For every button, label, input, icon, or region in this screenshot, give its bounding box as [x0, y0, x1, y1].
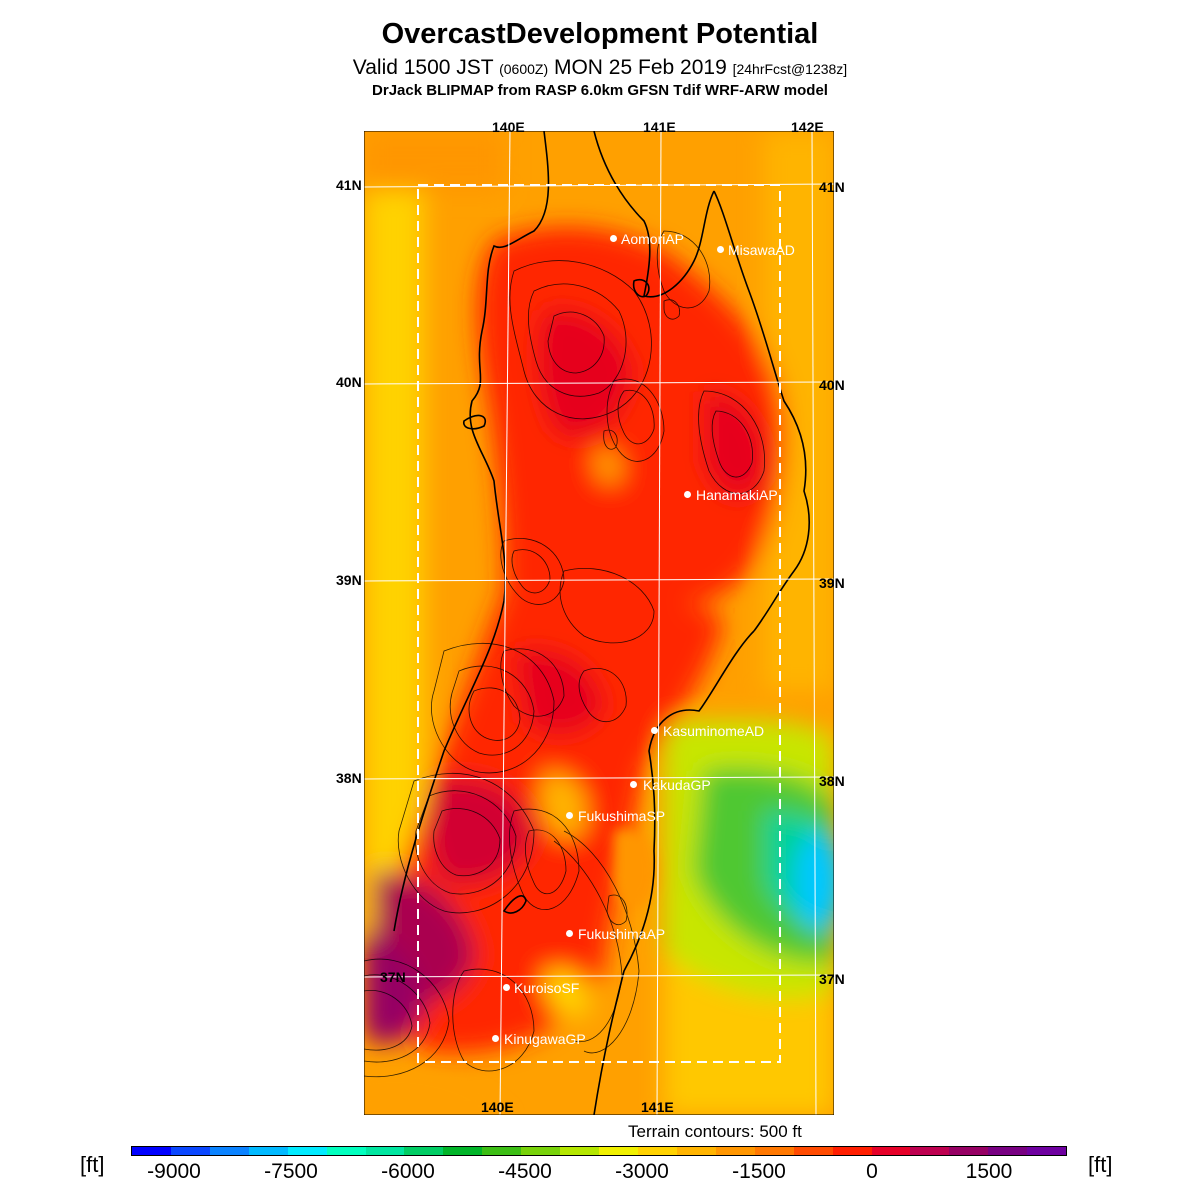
place-label-kasuminome: KasuminomeAD [663, 723, 765, 739]
color-scale-swatch [404, 1147, 444, 1155]
color-scale-swatch [637, 1147, 677, 1155]
map-panel: 140E 141E 142E 140E 141E 41N 40N 39N 38N… [336, 119, 845, 1115]
coastline [393, 131, 810, 1115]
color-scale-bar [131, 1146, 1067, 1156]
place-marker-kasuminome [651, 727, 658, 734]
color-scale-swatch [988, 1147, 1028, 1155]
model-line: DrJack BLIPMAP from RASP 6.0km GFSN Tdif… [372, 82, 828, 99]
map-title: OvercastDevelopment Potential [381, 18, 819, 50]
place-marker-kuroiso [503, 984, 510, 991]
lat-label-right: 37N [819, 971, 845, 987]
lat-label-left: 38N [336, 770, 362, 786]
place-label-kakuda: KakudaGP [643, 777, 711, 793]
color-scale-swatch [1027, 1147, 1067, 1155]
place-label-kinugawa: KinugawaGP [504, 1031, 586, 1047]
place-marker-fukushima-ap [566, 930, 573, 937]
legend-tick: 1500 [965, 1160, 1013, 1183]
place-label-fukushima-sp: FukushimaSP [578, 808, 666, 824]
map-subtitle: Valid 1500 JST (0600Z) MON 25 Feb 2019 [… [0, 56, 1200, 80]
color-scale-swatch [599, 1147, 638, 1155]
color-scale-swatch [832, 1147, 872, 1155]
graticule [364, 131, 834, 1115]
place-label-aomori: AomoriAP [621, 231, 685, 247]
color-scale-swatch [754, 1147, 794, 1155]
color-scale-swatch [132, 1147, 171, 1155]
valid-date: MON 25 Feb 2019 [553, 56, 727, 79]
lat-label-left: 40N [336, 374, 362, 390]
legend-tick: -9000 [147, 1160, 201, 1183]
legend-tick: -7500 [264, 1160, 318, 1183]
legend-unit-left: [ft] [80, 1152, 105, 1177]
lat-label-right: 39N [819, 575, 845, 591]
map-field [364, 131, 834, 1115]
color-scale-swatch [365, 1147, 405, 1155]
place-marker-misawa [717, 246, 724, 253]
utc-time: (0600Z) [499, 61, 549, 77]
place-label-fukushima-ap: FukushimaAP [578, 926, 666, 942]
place-marker-kinugawa [492, 1035, 499, 1042]
lat-label-left: 39N [336, 572, 362, 588]
color-scale-swatch [326, 1147, 366, 1155]
valid-time: Valid 1500 JST [352, 56, 494, 79]
color-scale-swatch [482, 1147, 522, 1155]
lat-label-right: 41N [819, 179, 845, 195]
color-scale-swatch [793, 1147, 833, 1155]
legend-tick: -1500 [732, 1160, 786, 1183]
legend-unit-right: [ft] [1088, 1152, 1113, 1177]
color-scale-swatch [248, 1147, 288, 1155]
lat-label-right: 38N [819, 773, 845, 789]
lon-label-top: 140E [492, 119, 525, 135]
legend-tick: -6000 [381, 1160, 435, 1183]
lon-label-bottom: 141E [641, 1099, 674, 1115]
lon-label-bottom: 140E [481, 1099, 514, 1115]
color-scale-swatch [715, 1147, 755, 1155]
color-scale-swatch [676, 1147, 716, 1155]
lat-label-left: 41N [336, 177, 362, 193]
domain-box [417, 184, 781, 1063]
lat-label-right: 40N [819, 377, 845, 393]
place-marker-aomori [610, 235, 617, 242]
color-scale-swatch [170, 1147, 210, 1155]
legend-tick: 0 [866, 1160, 878, 1183]
place-label-misawa: MisawaAD [728, 242, 795, 258]
lon-label-top: 141E [643, 119, 676, 135]
place-marker-fukushima-sp [566, 812, 573, 819]
place-marker-kakuda [630, 781, 637, 788]
color-scale-swatch [560, 1147, 600, 1155]
color-scale-swatch [871, 1147, 911, 1155]
color-scale-swatch [910, 1147, 950, 1155]
legend-tick: -3000 [615, 1160, 669, 1183]
place-label-kuroiso: KuroisoSF [514, 980, 580, 996]
color-scale-swatch [209, 1147, 249, 1155]
color-scale-swatch [949, 1147, 989, 1155]
lon-label-top: 142E [791, 119, 824, 135]
terrain-contour-note: Terrain contours: 500 ft [628, 1122, 802, 1141]
color-scale-swatch [443, 1147, 483, 1155]
lat-label-left: 37N [380, 969, 406, 985]
color-scale-swatch [521, 1147, 561, 1155]
color-scale-swatch [287, 1147, 327, 1155]
place-label-hanamaki: HanamakiAP [696, 487, 778, 503]
forecast-info: [24hrFcst@1238z] [732, 61, 848, 77]
legend-tick: -4500 [498, 1160, 552, 1183]
place-marker-hanamaki [684, 491, 691, 498]
